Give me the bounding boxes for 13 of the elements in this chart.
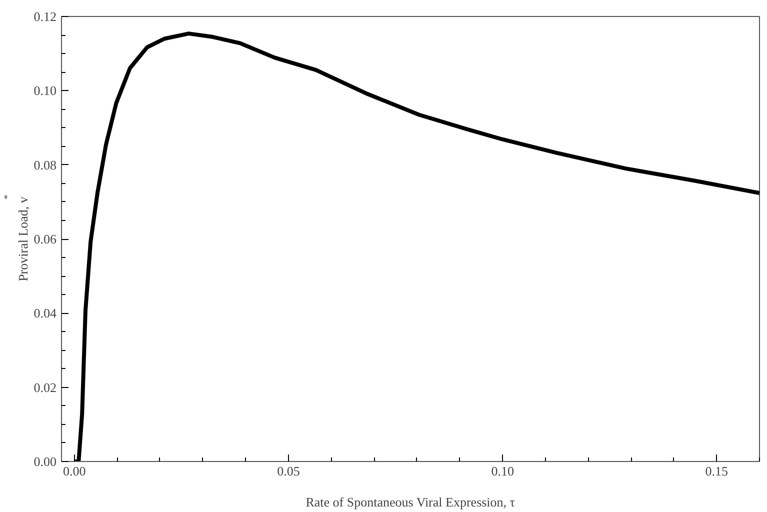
x-tick-label: 0.10: [491, 464, 514, 478]
y-tick-label: 0.06: [34, 232, 57, 246]
y-tick-label: 0.00: [34, 454, 56, 469]
y-tick-label: 0.10: [34, 83, 56, 98]
x-tick-label: 0.00: [62, 464, 86, 478]
y-tick-label: 0.02: [34, 380, 56, 395]
y-tick-label: 0.08: [34, 157, 56, 172]
x-tick-label: 0.15: [705, 464, 728, 478]
y-tick-label: 0.12: [34, 9, 56, 24]
x-axis-title: Rate of Spontaneous Viral Expression, τ: [306, 494, 516, 510]
y-tick-label: 0.04: [34, 306, 57, 321]
y-axis-title: Proviral Load, v*: [2, 194, 30, 282]
x-tick-label: 0.05: [277, 464, 300, 478]
